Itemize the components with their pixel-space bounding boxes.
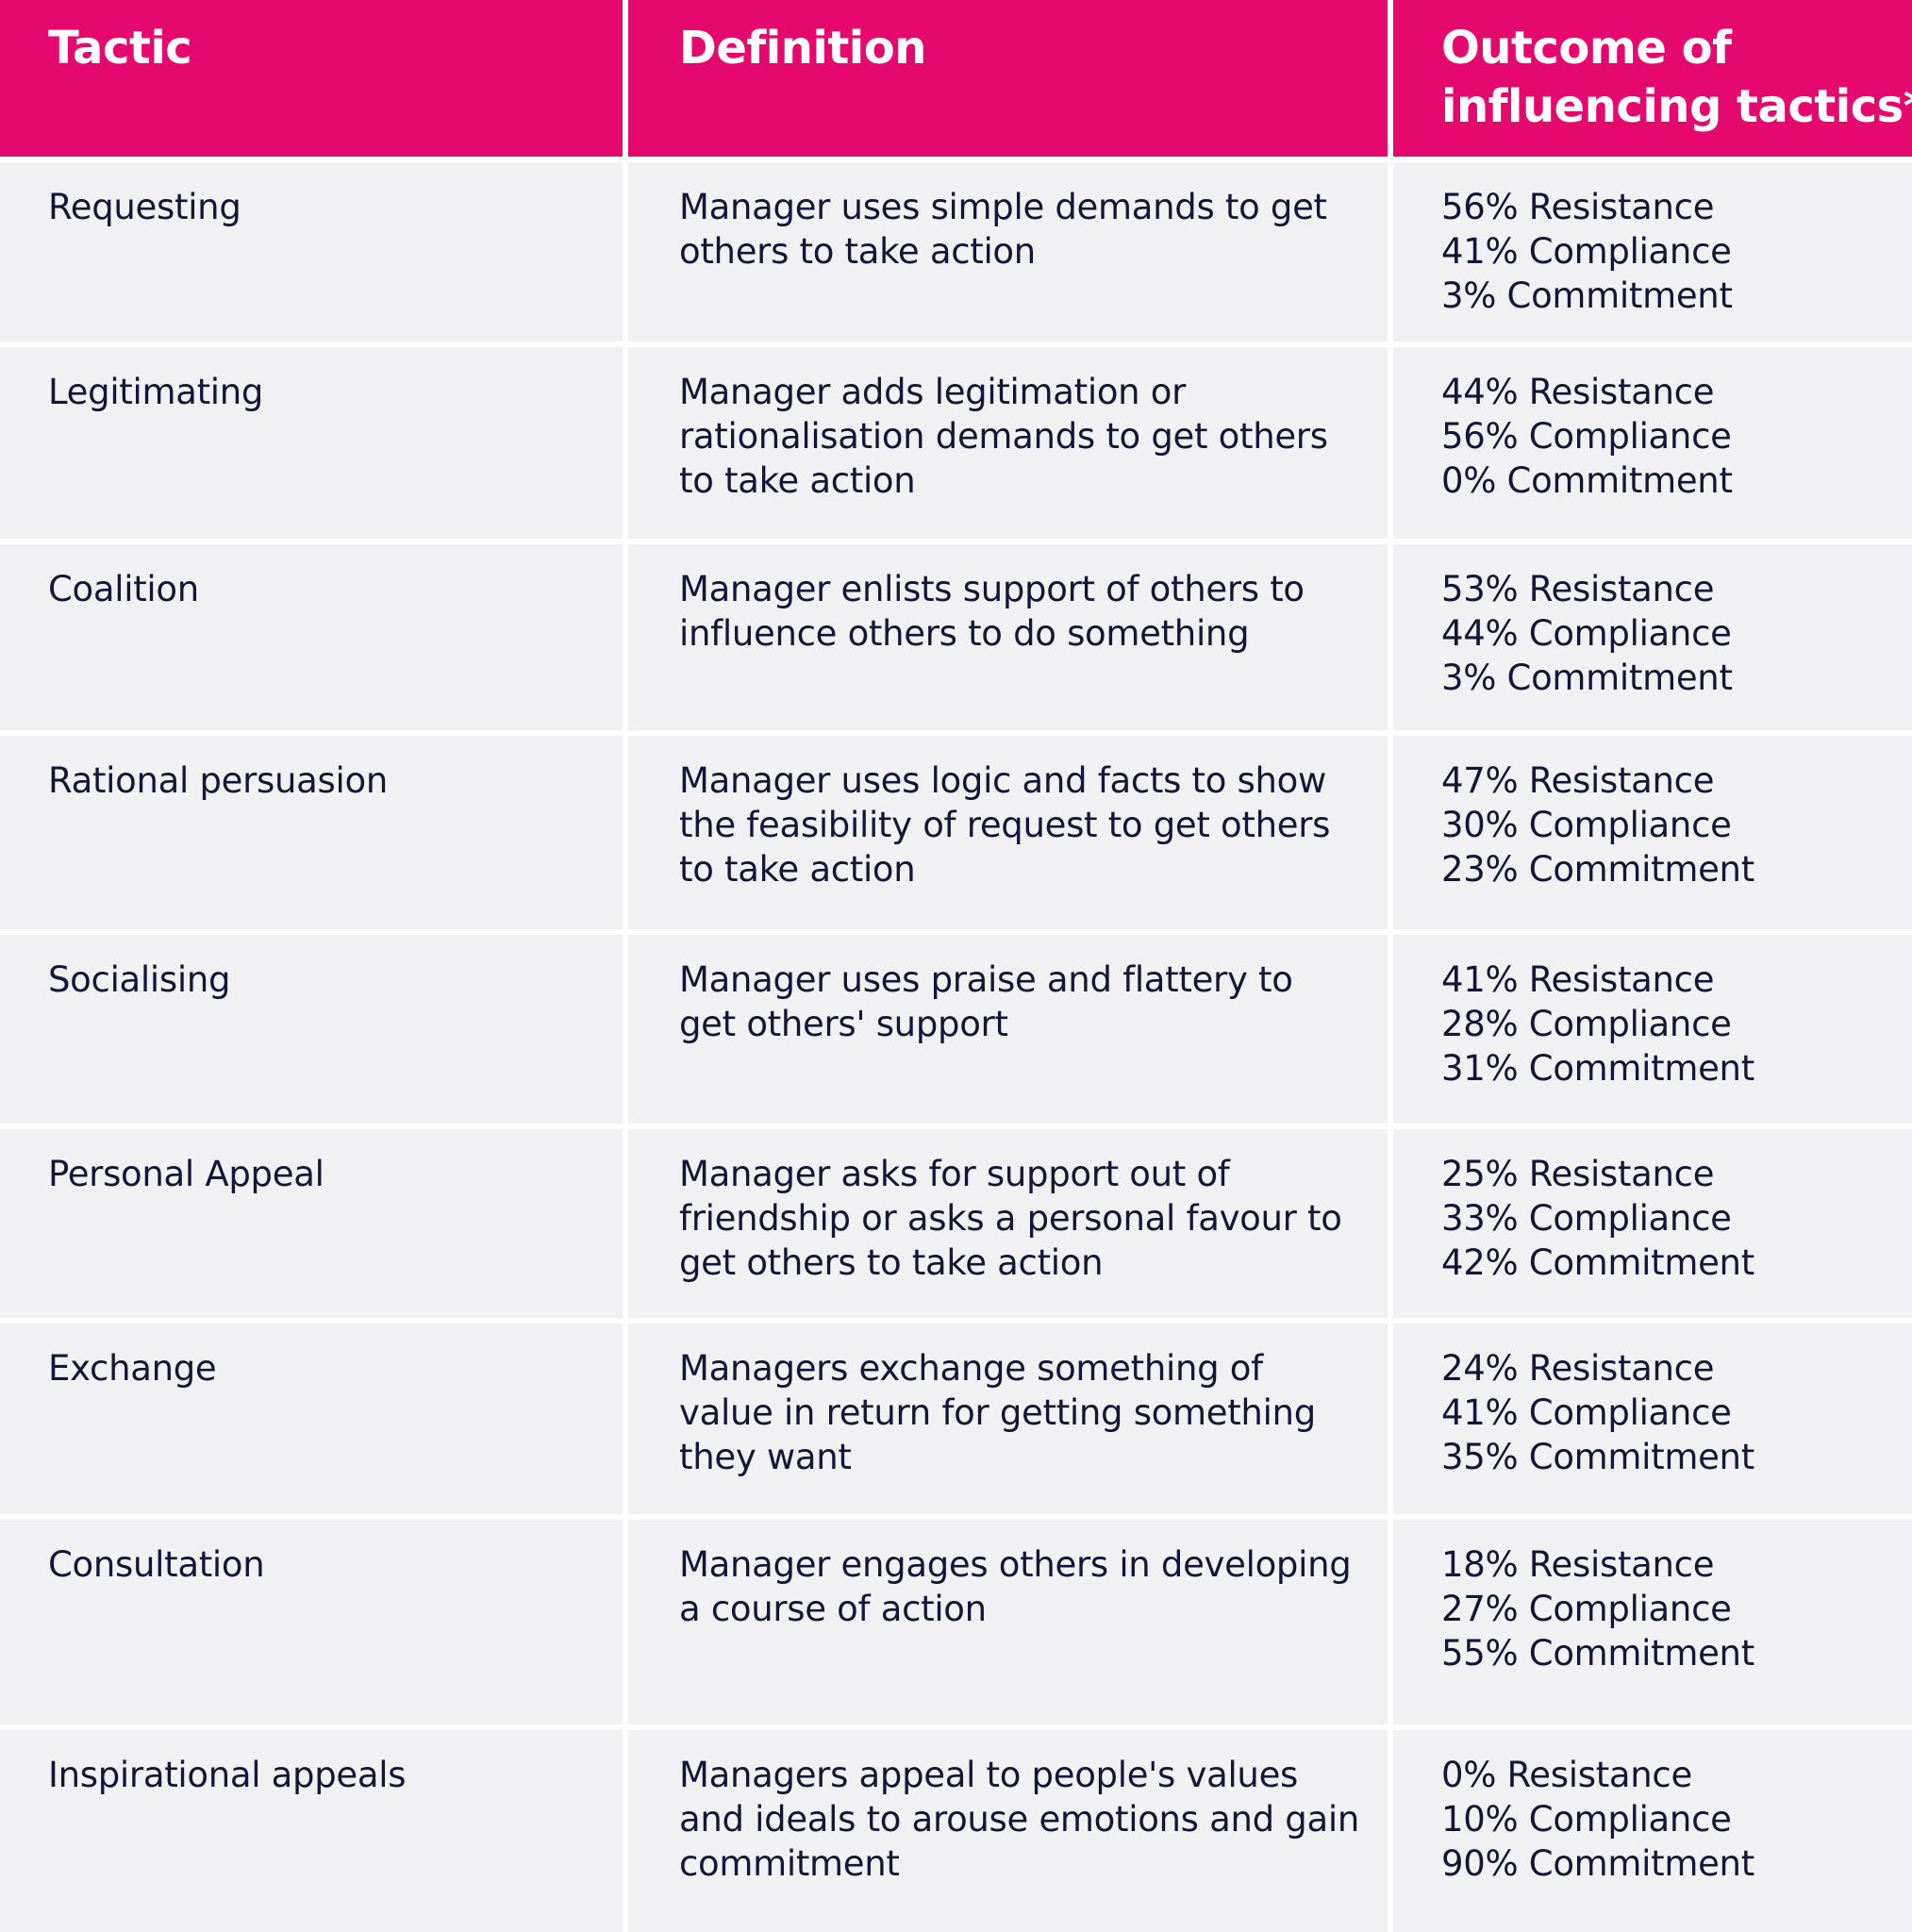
outcome-commitment: 42% Commitment	[1441, 1242, 1754, 1283]
tactic-cell: Requesting	[0, 157, 623, 341]
outcome-compliance: 33% Compliance	[1441, 1198, 1732, 1239]
tactic-cell: Inspirational appeals	[0, 1724, 623, 1932]
table-row: Personal Appeal Manager asks for support …	[0, 1124, 1912, 1318]
table-row: Legitimating Manager adds legitimation or…	[0, 341, 1912, 539]
tactic-cell: Legitimating	[0, 341, 623, 539]
definition-cell: Manager asks for support out of friendsh…	[623, 1124, 1388, 1318]
outcome-cell: 24% Resistance 41% Compliance 35% Commitme…	[1388, 1318, 1912, 1514]
outcome-compliance: 27% Compliance	[1441, 1589, 1732, 1629]
table-row: Socialising Manager uses praise and flatt…	[0, 929, 1912, 1124]
header-outcome-line2: influencing tactics*	[1441, 80, 1912, 133]
definition-cell: Managers appeal to people's values and i…	[623, 1724, 1388, 1932]
outcome-resistance: 44% Resistance	[1441, 372, 1715, 412]
table-row: Rational persuasion Manager uses logic an…	[0, 730, 1912, 929]
outcome-cell: 56% Resistance 41% Compliance 3% Commitmen…	[1388, 157, 1912, 341]
outcome-commitment: 31% Commitment	[1441, 1048, 1754, 1089]
outcome-commitment: 90% Commitment	[1441, 1843, 1754, 1884]
outcome-commitment: 55% Commitment	[1441, 1633, 1754, 1674]
table-row: Consultation Manager engages others in de…	[0, 1514, 1912, 1724]
header-tactic: Tactic	[0, 0, 623, 157]
outcome-cell: 18% Resistance 27% Compliance 55% Commitme…	[1388, 1514, 1912, 1724]
outcome-commitment: 3% Commitment	[1441, 275, 1733, 316]
outcome-resistance: 25% Resistance	[1441, 1154, 1715, 1194]
outcome-cell: 25% Resistance 33% Compliance 42% Commitme…	[1388, 1124, 1912, 1318]
header-definition: Definition	[623, 0, 1388, 157]
outcome-resistance: 0% Resistance	[1441, 1755, 1692, 1795]
outcome-cell: 47% Resistance 30% Compliance 23% Commitme…	[1388, 730, 1912, 929]
outcome-commitment: 0% Commitment	[1441, 460, 1733, 501]
outcome-resistance: 53% Resistance	[1441, 569, 1715, 609]
outcome-resistance: 24% Resistance	[1441, 1348, 1715, 1389]
outcome-resistance: 56% Resistance	[1441, 187, 1715, 227]
outcome-commitment: 23% Commitment	[1441, 849, 1754, 890]
outcome-compliance: 10% Compliance	[1441, 1799, 1732, 1840]
table-row: Requesting Manager uses simple demands to…	[0, 157, 1912, 341]
outcome-cell: 44% Resistance 56% Compliance 0% Commitmen…	[1388, 341, 1912, 539]
outcome-resistance: 18% Resistance	[1441, 1544, 1715, 1585]
table-row: Exchange Managers exchange something of v…	[0, 1318, 1912, 1514]
outcome-commitment: 3% Commitment	[1441, 658, 1733, 698]
definition-cell: Managers exchange something of value in …	[623, 1318, 1388, 1514]
tactic-cell: Rational persuasion	[0, 730, 623, 929]
outcome-resistance: 41% Resistance	[1441, 959, 1715, 1000]
definition-cell: Manager engages others in developing a c…	[623, 1514, 1388, 1724]
outcome-cell: 53% Resistance 44% Compliance 3% Commitmen…	[1388, 539, 1912, 730]
table-row: Coalition Manager enlists support of othe…	[0, 539, 1912, 730]
outcome-compliance: 41% Compliance	[1441, 231, 1732, 272]
definition-cell: Manager adds legitimation or rationalisa…	[623, 341, 1388, 539]
outcome-cell: 0% Resistance 10% Compliance 90% Commitmen…	[1388, 1724, 1912, 1932]
outcome-compliance: 30% Compliance	[1441, 805, 1732, 845]
outcome-compliance: 28% Compliance	[1441, 1004, 1732, 1044]
definition-cell: Manager uses simple demands to get other…	[623, 157, 1388, 341]
header-outcome-line1: Outcome of	[1441, 22, 1732, 75]
tactic-cell: Personal Appeal	[0, 1124, 623, 1318]
outcome-compliance: 56% Compliance	[1441, 416, 1732, 457]
definition-cell: Manager enlists support of others to inf…	[623, 539, 1388, 730]
header-outcome: Outcome of influencing tactics*	[1388, 0, 1912, 157]
table-row: Inspirational appeals Managers appeal to …	[0, 1724, 1912, 1932]
tactic-cell: Socialising	[0, 929, 623, 1124]
tactic-cell: Coalition	[0, 539, 623, 730]
header-row: Tactic Definition Outcome of influencing…	[0, 0, 1912, 157]
outcome-compliance: 44% Compliance	[1441, 613, 1732, 654]
definition-cell: Manager uses logic and facts to show the…	[623, 730, 1388, 929]
outcome-cell: 41% Resistance 28% Compliance 31% Commitme…	[1388, 929, 1912, 1124]
outcome-compliance: 41% Compliance	[1441, 1392, 1732, 1433]
outcome-resistance: 47% Resistance	[1441, 760, 1715, 801]
definition-cell: Manager uses praise and flattery to get …	[623, 929, 1388, 1124]
tactic-cell: Consultation	[0, 1514, 623, 1724]
outcome-commitment: 35% Commitment	[1441, 1437, 1754, 1477]
tactic-cell: Exchange	[0, 1318, 623, 1514]
